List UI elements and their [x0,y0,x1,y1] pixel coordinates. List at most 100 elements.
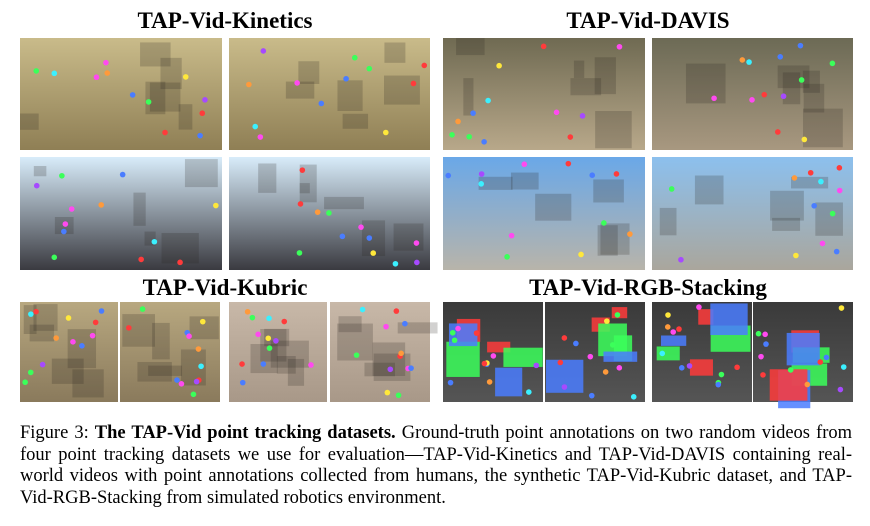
track-point [451,337,458,344]
track-point [807,169,814,176]
track-point [299,167,306,173]
track-point [370,250,377,256]
track-point [838,305,845,311]
track-point [481,139,487,145]
track-point [358,224,364,230]
track-point [829,60,836,67]
track-point [162,129,168,136]
track-point [202,97,208,103]
track-point [630,394,637,400]
track-point [455,325,461,332]
video-frame [652,38,853,150]
track-point [353,352,360,358]
track-point [540,43,547,50]
scene-object [570,78,602,96]
track-point [739,57,746,63]
scene-object [710,303,748,336]
track-point [561,384,568,390]
track-point [508,232,515,239]
track-point [190,391,197,398]
scene-object [510,172,539,190]
scene-object [33,165,47,177]
track-point [449,132,455,138]
track-point [478,181,485,187]
scene-object [597,225,618,256]
scene-object [611,307,628,319]
track-point [696,304,702,310]
track-point [763,341,769,347]
scene-object [51,358,84,384]
track-point [343,75,349,82]
scene-object [463,78,474,116]
track-point [761,91,768,98]
scene-object [770,190,804,221]
track-point [326,210,332,216]
track-point [678,365,685,371]
track-point [198,363,204,370]
track-point [787,367,794,373]
track-point [246,81,252,88]
track-point [686,363,693,369]
track-point [470,110,476,116]
scene-object [487,341,511,353]
scene-object [276,356,296,374]
track-point [61,228,67,235]
track-point [791,175,798,181]
track-point [318,100,325,107]
scene-object [338,316,362,333]
scene-object [600,223,630,255]
scene-object [122,314,155,347]
track-point [366,235,373,241]
scene-object [503,347,543,367]
track-point [65,315,72,321]
track-point [760,372,766,378]
video-frame [330,302,430,402]
track-point [182,74,189,80]
scene-object [270,340,309,368]
track-point [193,378,200,385]
scene-object [659,207,677,236]
scene-object [161,232,199,264]
track-point [70,339,76,345]
track-point [351,54,358,61]
scene-object [786,332,820,366]
track-point [490,353,497,359]
track-point [395,392,402,399]
track-point [553,109,560,116]
panel-title: TAP-Vid-DAVIS [566,8,730,33]
track-point [504,254,510,260]
track-point [178,381,185,387]
scene-object [769,369,808,401]
track-point [28,311,34,317]
scene-object [384,42,406,63]
track-point [138,256,144,263]
scene-object [772,217,801,231]
track-point [51,254,58,261]
track-point [588,392,595,399]
scene-object [260,329,287,362]
track-point [668,186,675,192]
track-point [711,95,717,102]
track-point [359,306,366,313]
track-point [526,389,532,395]
scene-object [603,351,638,362]
track-point [817,359,824,365]
track-point [177,259,183,266]
track-point [833,248,840,255]
track-point [387,366,394,373]
track-point [33,182,40,189]
scene-object [298,61,320,84]
track-point [296,250,303,256]
track-point [104,70,111,76]
track-point [755,330,762,337]
track-point [98,202,105,208]
video-frame [652,157,853,270]
track-point [557,359,564,366]
track-point [670,329,677,335]
scene-object [20,113,39,130]
track-point [486,379,493,385]
scene-object [393,223,424,251]
video-frame [229,302,327,402]
track-point [455,118,461,125]
